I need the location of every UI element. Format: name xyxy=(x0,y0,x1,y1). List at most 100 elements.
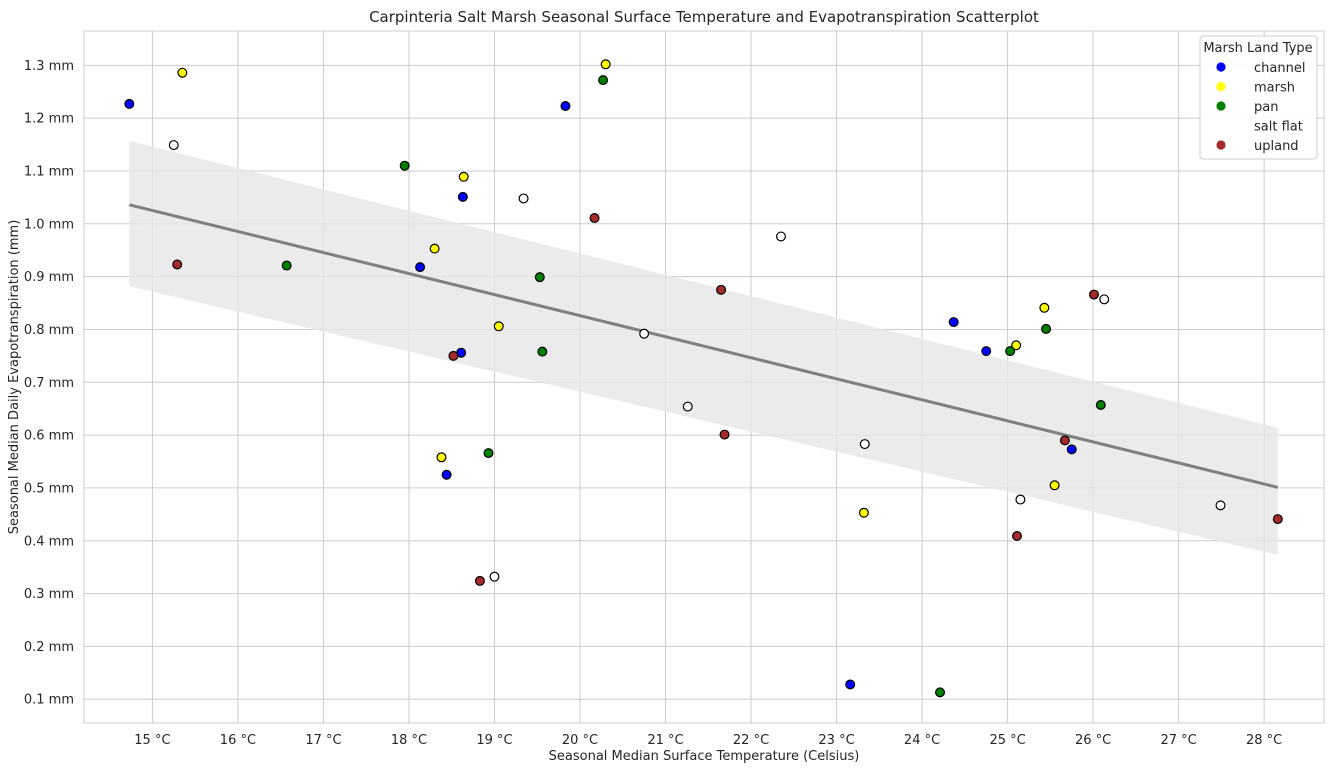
legend-label-channel: channel xyxy=(1254,61,1305,76)
point-marsh xyxy=(177,67,188,78)
point-upland xyxy=(448,350,459,361)
x-tick-label: 16 °C xyxy=(220,733,256,748)
regression-line-group xyxy=(128,203,1279,489)
point-marsh xyxy=(1011,340,1022,351)
point-upland xyxy=(716,284,727,295)
point-channel xyxy=(457,191,468,202)
y-tick-label: 0.4 mm xyxy=(24,534,74,549)
point-marsh xyxy=(1039,302,1050,313)
point-upland xyxy=(1011,531,1022,542)
point-pan xyxy=(399,160,410,171)
y-tick-label: 0.8 mm xyxy=(24,323,74,338)
y-tick-label: 0.1 mm xyxy=(24,693,74,708)
point-salt-flat xyxy=(682,401,693,412)
point-upland xyxy=(1059,435,1070,446)
point-pan xyxy=(281,260,292,271)
point-salt-flat xyxy=(168,140,179,151)
point-pan xyxy=(483,448,494,459)
x-axis-label: Seasonal Median Surface Temperature (Cel… xyxy=(549,749,860,764)
plot-frame xyxy=(83,30,1325,724)
legend-box xyxy=(1199,35,1318,160)
point-pan xyxy=(537,346,548,357)
y-tick-label: 1.1 mm xyxy=(24,164,74,179)
legend-marker-marsh xyxy=(1216,81,1226,92)
point-pan xyxy=(1041,323,1052,334)
point-marsh xyxy=(493,321,504,332)
point-channel xyxy=(981,346,992,357)
x-tick-label: 19 °C xyxy=(476,733,512,748)
x-tick-label: 17 °C xyxy=(305,733,341,748)
x-tick-label: 28 °C xyxy=(1246,733,1282,748)
x-tick-label: 26 °C xyxy=(1075,733,1111,748)
legend-label-marsh: marsh xyxy=(1254,81,1295,96)
point-pan xyxy=(1005,346,1016,357)
y-tick-label: 1.0 mm xyxy=(24,217,74,232)
point-pan xyxy=(935,687,946,698)
legend-label-salt-flat: salt flat xyxy=(1254,120,1303,135)
point-marsh xyxy=(600,59,611,70)
confidence-band xyxy=(129,140,1278,556)
x-tick-label: 23 °C xyxy=(818,733,854,748)
point-channel xyxy=(948,317,959,328)
x-tick-label: 24 °C xyxy=(904,733,940,748)
point-marsh xyxy=(458,171,469,182)
y-tick-label: 0.2 mm xyxy=(24,640,74,655)
point-upland xyxy=(1272,514,1283,525)
point-pan xyxy=(1095,399,1106,410)
point-upland xyxy=(474,575,485,586)
regression-line xyxy=(128,203,1279,489)
x-tick-label: 15 °C xyxy=(134,733,170,748)
point-pan xyxy=(534,272,545,283)
x-tick-label: 25 °C xyxy=(989,733,1025,748)
point-channel xyxy=(441,469,452,480)
point-channel xyxy=(1066,444,1077,455)
point-salt-flat xyxy=(518,193,529,204)
legend-marker-upland xyxy=(1216,140,1226,150)
legend-marker-pan xyxy=(1216,101,1226,111)
point-upland xyxy=(589,212,600,223)
regression-confidence-band xyxy=(129,140,1278,556)
legend-marker-channel xyxy=(1216,62,1226,72)
point-upland xyxy=(719,429,730,440)
point-marsh xyxy=(429,243,440,254)
point-salt-flat xyxy=(1015,494,1026,505)
y-tick-label: 1.3 mm xyxy=(24,59,74,74)
y-tick-label: 0.6 mm xyxy=(24,429,74,444)
point-salt-flat xyxy=(639,328,650,339)
point-pan xyxy=(598,75,609,86)
point-salt-flat xyxy=(859,439,870,450)
legend-marker-salt-flat xyxy=(1216,120,1226,131)
y-tick-labels: 0.1 mm 0.2 mm 0.3 mm 0.4 mm 0.5 mm 0.6 mm 0.7 … xyxy=(24,59,74,708)
point-upland xyxy=(172,259,183,270)
chart-title: Carpinteria Salt Marsh Seasonal Surface … xyxy=(369,8,1039,26)
x-tick-label: 27 °C xyxy=(1160,733,1196,748)
legend-label-pan: pan xyxy=(1254,100,1278,115)
y-axis-label: Seasonal Median Daily Evapotranspiration… xyxy=(7,220,22,535)
legend-label-upland: upland xyxy=(1254,139,1299,154)
point-channel xyxy=(124,98,135,109)
x-tick-label: 18 °C xyxy=(391,733,427,748)
point-salt-flat xyxy=(489,571,500,582)
y-tick-label: 0.9 mm xyxy=(24,270,74,285)
x-tick-label: 21 °C xyxy=(647,733,683,748)
point-upland xyxy=(1088,289,1099,300)
x-tick-label: 22 °C xyxy=(733,733,769,748)
point-marsh xyxy=(436,452,447,463)
legend-title: Marsh Land Type xyxy=(1203,41,1312,56)
y-tick-label: 0.7 mm xyxy=(24,376,74,391)
y-tick-label: 0.3 mm xyxy=(24,587,74,602)
legend: Marsh Land Type channel marsh pan salt flat… xyxy=(1199,35,1318,160)
point-marsh xyxy=(1049,480,1060,491)
point-channel xyxy=(560,101,571,112)
point-salt-flat xyxy=(1099,294,1110,305)
x-tick-label: 20 °C xyxy=(562,733,598,748)
x-tick-labels: 15 °C 16 °C 17 °C 18 °C 19 °C 20 °C 21 °C 22 °C… xyxy=(134,733,1282,748)
y-tick-label: 1.2 mm xyxy=(24,112,74,127)
point-channel xyxy=(845,679,856,690)
point-marsh xyxy=(858,507,869,518)
point-salt-flat xyxy=(1215,500,1226,511)
point-channel xyxy=(415,262,426,273)
y-tick-label: 0.5 mm xyxy=(24,481,74,496)
data-points xyxy=(124,59,1283,698)
